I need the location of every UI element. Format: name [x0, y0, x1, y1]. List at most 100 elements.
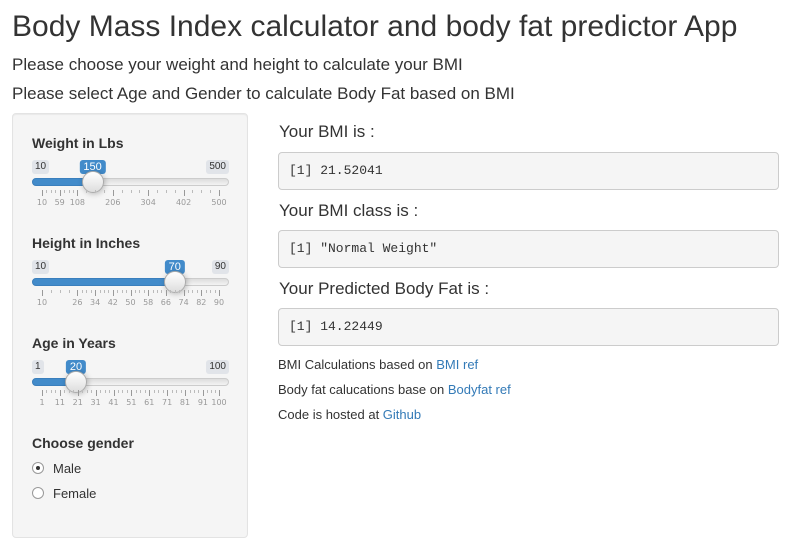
height-minor-tick: [139, 290, 141, 293]
page-title: Body Mass Index calculator and body fat …: [12, 10, 738, 43]
age-tick-label: 81: [179, 398, 191, 407]
age-tick: [59, 390, 61, 396]
age-tick-label: 1: [39, 398, 45, 407]
height-tick-label: 50: [125, 298, 136, 307]
weight-minor-tick: [201, 190, 203, 193]
height-tick-label: 82: [196, 298, 207, 307]
height-minor-tick: [174, 290, 176, 293]
age-minor-tick: [176, 390, 178, 393]
height-tick: [219, 290, 220, 296]
weight-minor-tick: [174, 190, 176, 193]
weight-minor-tick: [157, 190, 159, 193]
height-tick-label: 26: [72, 298, 83, 307]
bodyfat-heading: Your Predicted Body Fat is :: [279, 279, 490, 298]
age-minor-tick: [68, 390, 70, 393]
height-tick: [148, 290, 150, 296]
age-slider-ticks: 1 11 21 31 41 51 61 71 81 91 100: [32, 390, 229, 420]
height-minor-tick: [59, 290, 61, 293]
weight-minor-tick: [121, 190, 123, 193]
age-tick: [219, 390, 220, 396]
age-tick-label: 71: [162, 398, 173, 407]
height-tick: [130, 290, 132, 296]
height-value-label: 70: [164, 260, 185, 274]
age-minor-tick: [135, 390, 137, 393]
subtitle-bodyfat: Please select Age and Gender to calculat…: [12, 84, 515, 103]
sidebar-panel: Weight in Lbs 10 500 150 10 59 108 206 304 40…: [12, 113, 248, 538]
height-tick-label: 10: [36, 298, 48, 307]
age-tick: [202, 390, 204, 396]
subtitle-bmi: Please choose your weight and height to …: [12, 55, 463, 74]
note-bodyfat-text: Body fat calucations base on: [278, 382, 448, 397]
age-tick-label: 31: [90, 398, 101, 407]
age-minor-tick: [91, 390, 93, 393]
gender-option-female[interactable]: Female: [32, 484, 96, 502]
age-minor-tick: [55, 390, 57, 393]
height-minor-tick: [103, 290, 105, 293]
age-tick: [167, 390, 169, 396]
bodyfat-ref-link[interactable]: Bodyfat ref: [447, 382, 511, 397]
gender-label: Choose gender: [32, 435, 134, 451]
height-minor-tick: [81, 290, 83, 293]
radio-female[interactable]: [32, 487, 44, 499]
age-minor-tick: [158, 390, 160, 393]
radio-male[interactable]: [32, 462, 44, 474]
height-tick: [112, 290, 114, 296]
age-minor-tick: [50, 390, 52, 393]
height-minor-tick: [90, 290, 92, 293]
height-minor-tick: [205, 290, 207, 293]
age-minor-tick: [109, 390, 111, 393]
height-minor-tick: [86, 290, 88, 293]
bmi-class-output: [1] "Normal Weight": [278, 230, 779, 268]
age-tick: [77, 390, 79, 396]
age-minor-tick: [214, 390, 216, 393]
height-minor-tick: [50, 290, 52, 293]
bmi-ref-link[interactable]: BMI ref: [436, 357, 479, 372]
weight-tick: [77, 190, 79, 196]
age-slider-handle[interactable]: [64, 371, 87, 393]
weight-tick-label: 500: [211, 198, 227, 207]
age-tick-label: 21: [72, 398, 83, 407]
weight-tick: [219, 190, 220, 196]
height-slider[interactable]: 10 90 70 10 26 34 42 50 58 66 74 82 90: [32, 260, 229, 330]
height-tick: [183, 290, 185, 296]
bmi-class-heading: Your BMI class is :: [279, 201, 419, 220]
weight-slider-ticks: 10 59 108 206 304 402 500: [32, 190, 229, 220]
age-minor-tick: [180, 390, 182, 393]
gender-option-male[interactable]: Male: [32, 459, 81, 477]
note-github: Code is hosted at Github: [278, 407, 421, 422]
age-tick-label: 100: [211, 398, 227, 407]
age-minor-tick: [171, 390, 173, 393]
age-slider[interactable]: 1 100 20 1 11 21 31 41 51 61 71 81 91 100: [32, 360, 229, 430]
height-tick-label: 34: [90, 298, 101, 307]
weight-minor-tick: [86, 190, 88, 193]
age-minor-tick: [104, 390, 106, 393]
weight-minor-tick: [103, 190, 105, 193]
weight-tick-label: 10: [36, 198, 48, 207]
age-minor-tick: [198, 390, 200, 393]
weight-minor-tick: [64, 190, 66, 193]
age-tick: [42, 390, 43, 396]
weight-min-label: 10: [32, 160, 50, 174]
weight-value-label: 150: [79, 160, 106, 174]
weight-slider-handle[interactable]: [81, 171, 104, 193]
note-bmi-ref: BMI Calculations based on BMI ref: [278, 357, 478, 372]
age-minor-tick: [140, 390, 142, 393]
bmi-heading: Your BMI is :: [279, 122, 375, 141]
height-max-label: 90: [211, 260, 229, 274]
age-minor-tick: [46, 390, 48, 393]
weight-minor-tick: [72, 190, 74, 193]
age-minor-tick: [122, 390, 124, 393]
age-minor-tick: [73, 390, 75, 393]
weight-slider[interactable]: 10 500 150 10 59 108 206 304 402 500: [32, 160, 229, 230]
height-slider-ticks: 10 26 34 42 50 58 66 74 82 90: [32, 290, 229, 320]
weight-minor-tick: [192, 190, 194, 193]
age-tick: [131, 390, 133, 396]
age-minor-tick: [206, 390, 208, 393]
age-minor-tick: [189, 390, 191, 393]
github-link[interactable]: Github: [382, 407, 422, 422]
height-minor-tick: [214, 290, 216, 293]
weight-minor-tick: [130, 190, 132, 193]
age-tick: [113, 390, 115, 396]
age-tick-label: 91: [197, 398, 208, 407]
age-minor-tick: [193, 390, 195, 393]
